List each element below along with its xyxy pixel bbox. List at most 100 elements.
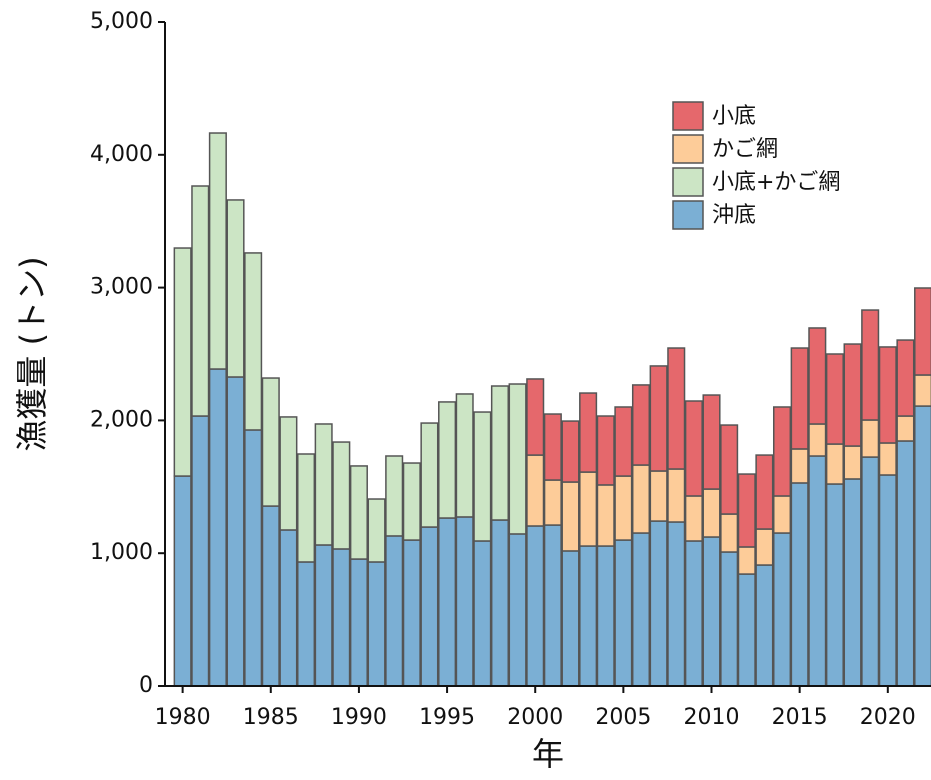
bar (914, 287, 931, 376)
bar (878, 346, 897, 444)
bar (843, 445, 862, 480)
bar (349, 558, 368, 687)
bar (420, 422, 439, 528)
bar (367, 561, 386, 687)
bar (720, 424, 739, 515)
bar (684, 540, 703, 687)
bar (631, 464, 651, 534)
bar (702, 488, 721, 538)
bar (473, 411, 492, 542)
y-tick-label: 2,000 (90, 407, 153, 432)
legend-label: かご網 (712, 137, 778, 162)
x-tick-label: 2000 (507, 705, 563, 730)
bar (208, 368, 227, 687)
bar (279, 416, 298, 531)
bar (561, 550, 580, 687)
legend-label: 小底+かご網 (712, 170, 840, 195)
bar (438, 517, 457, 687)
bar (385, 535, 404, 687)
bar (755, 564, 774, 687)
x-tick-label: 1990 (331, 705, 387, 730)
bar (543, 524, 562, 687)
bar (261, 505, 280, 687)
bar (279, 529, 298, 687)
bar (720, 551, 739, 687)
legend-label: 沖底 (712, 203, 756, 228)
bar (684, 400, 703, 497)
bar (755, 454, 774, 530)
bar (861, 309, 880, 421)
x-axis-title: 年 (532, 735, 564, 773)
bar (808, 327, 827, 425)
y-tick-label: 4,000 (90, 142, 153, 167)
bar (508, 533, 527, 687)
bar (244, 252, 263, 431)
legend-swatch (672, 200, 704, 230)
bar (720, 513, 739, 553)
bar (878, 442, 897, 476)
bar (808, 423, 827, 457)
x-tick-label: 2015 (772, 705, 828, 730)
x-tick-label: 2005 (595, 705, 651, 730)
bar (420, 526, 439, 687)
bar (772, 495, 792, 534)
bar (579, 471, 598, 547)
bar (667, 347, 686, 470)
bar (667, 468, 686, 523)
bar (755, 528, 774, 566)
bar (790, 448, 809, 484)
bar (737, 573, 756, 687)
bar (772, 406, 792, 497)
bar (631, 532, 651, 687)
bar (649, 520, 668, 687)
bar (490, 519, 509, 687)
y-tick-label: 5,000 (90, 9, 153, 34)
bar (861, 419, 880, 458)
bar (173, 475, 192, 687)
bar (843, 343, 862, 447)
bar (473, 540, 492, 687)
bar (402, 539, 421, 687)
bar (314, 423, 333, 546)
bar (579, 545, 598, 687)
bar (402, 462, 421, 541)
bar (878, 474, 897, 687)
bar (296, 453, 316, 563)
bar (702, 394, 721, 490)
bar (896, 440, 915, 687)
bar (596, 484, 615, 547)
bar (825, 443, 844, 485)
bar (772, 532, 792, 687)
bar (808, 455, 827, 687)
bar (543, 479, 562, 526)
bar (914, 374, 931, 407)
bar (790, 347, 809, 450)
x-tick-label: 2010 (684, 705, 740, 730)
bar (191, 185, 210, 417)
x-tick-label: 1980 (155, 705, 211, 730)
bar (208, 132, 227, 370)
y-tick-label: 3,000 (90, 275, 153, 300)
bar (191, 415, 210, 687)
bar (737, 473, 756, 548)
bar (173, 247, 192, 477)
y-tick-label: 0 (139, 673, 153, 698)
bar (737, 546, 756, 575)
bar (455, 516, 474, 687)
bar (825, 353, 844, 445)
bar (438, 401, 457, 519)
bar (526, 378, 545, 456)
bar (261, 377, 280, 507)
bar (526, 525, 545, 687)
bar (490, 385, 509, 521)
x-tick-label: 2020 (860, 705, 916, 730)
bar (896, 339, 915, 417)
x-tick-label: 1985 (243, 705, 299, 730)
bar (825, 483, 844, 687)
bar (296, 561, 316, 687)
bar (614, 475, 633, 541)
bar (614, 406, 633, 477)
legend-swatch (672, 101, 704, 131)
bar (385, 455, 404, 537)
bar (649, 470, 668, 522)
